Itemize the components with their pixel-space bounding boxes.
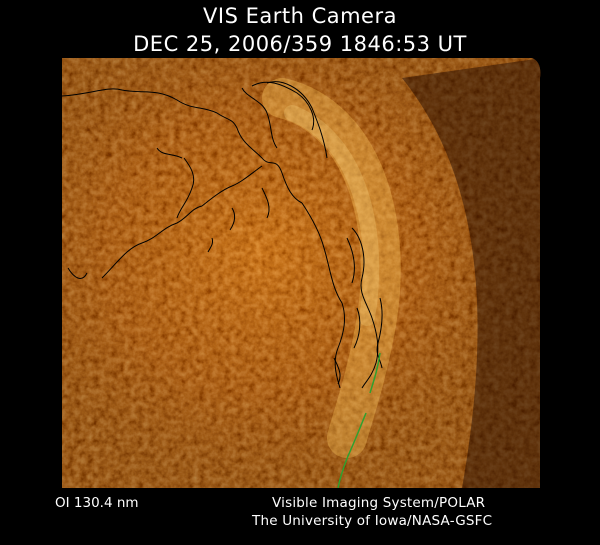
- auroral-oval: [262, 78, 401, 458]
- coastline-overlay: [62, 81, 383, 389]
- instrument-credit: Visible Imaging System/POLAR: [272, 495, 486, 511]
- image-title: VIS Earth Camera: [203, 4, 397, 28]
- green-overlay-line: [337, 352, 381, 488]
- institution-credit: The University of Iowa/NASA-GSFC: [252, 513, 493, 529]
- image-timestamp: DEC 25, 2006/359 1846:53 UT: [133, 32, 467, 56]
- earth-camera-image: [62, 58, 541, 488]
- wavelength-label: OI 130.4 nm: [55, 495, 139, 511]
